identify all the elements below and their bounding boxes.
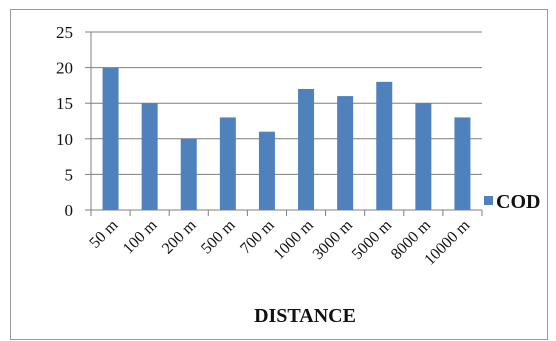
x-tick-label: 5000 m <box>349 216 396 263</box>
y-axis-ticks: 0 5 10 15 20 25 <box>56 23 92 220</box>
y-tick-label: 5 <box>65 165 74 184</box>
y-tick-label: 15 <box>56 94 73 113</box>
x-axis-title: DISTANCE <box>254 305 356 327</box>
bars <box>102 67 471 210</box>
y-tick-label: 25 <box>56 23 73 42</box>
x-tick-label: 200 m <box>159 216 200 257</box>
x-tick-label: 100 m <box>120 216 161 257</box>
bar <box>454 117 471 210</box>
bar <box>298 88 315 210</box>
bar <box>337 96 354 210</box>
x-tick-label: 50 m <box>86 216 121 251</box>
y-tick-label: 10 <box>56 130 73 149</box>
y-tick-label: 20 <box>56 59 73 78</box>
x-tick-label: 1000 m <box>271 216 318 263</box>
legend: COD <box>484 191 540 213</box>
bar <box>376 81 393 210</box>
bar <box>258 131 275 210</box>
bar <box>415 103 432 210</box>
legend-label-cod: COD <box>496 191 540 213</box>
chart-frame <box>10 9 548 340</box>
bar <box>102 67 119 210</box>
y-tick-label: 0 <box>65 201 74 220</box>
bar <box>219 117 236 210</box>
x-tick-label: 3000 m <box>310 216 357 263</box>
legend-swatch-cod <box>484 196 493 205</box>
x-tick-label: 500 m <box>198 216 239 257</box>
bar <box>180 138 197 210</box>
bar <box>141 103 158 210</box>
